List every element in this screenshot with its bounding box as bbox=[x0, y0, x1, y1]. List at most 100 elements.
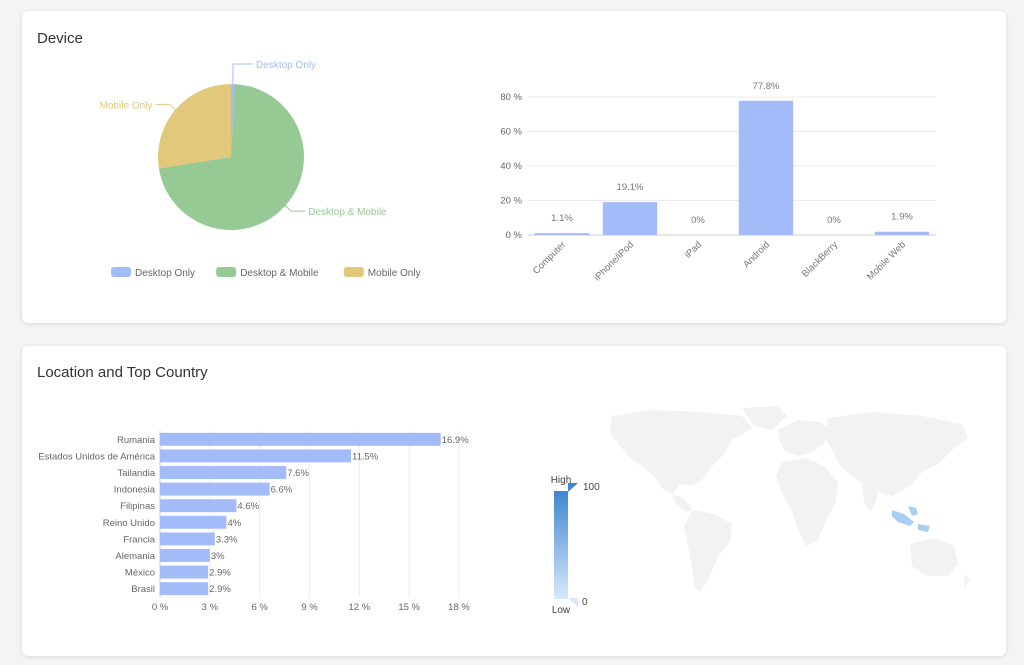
hbar-francia[interactable] bbox=[160, 532, 215, 546]
hbar-m-xico[interactable] bbox=[160, 565, 209, 579]
bar-ytick-label: 0 % bbox=[506, 230, 523, 241]
map-region-southeast-asia[interactable] bbox=[892, 506, 930, 532]
hbar-data-label: 3.3% bbox=[216, 534, 238, 545]
pie-legend-label: Mobile Only bbox=[368, 268, 421, 279]
hbar-data-label: 6.6% bbox=[271, 485, 293, 496]
hbar-tailandia[interactable] bbox=[160, 466, 287, 479]
map-region-europe[interactable] bbox=[778, 420, 830, 456]
map-region-africa[interactable] bbox=[776, 458, 838, 546]
pie-legend-item[interactable]: Mobile Only bbox=[343, 267, 421, 279]
bar-ytick-label: 40 % bbox=[500, 161, 522, 172]
country-bar-chart: 0 % 3 % 6 % 9 % 12 % 15 % 18 % 16.9% Rumania 11.5… bbox=[38, 431, 470, 613]
hbar-data-label: 2.9% bbox=[209, 568, 231, 579]
bar-data-label: 1.1% bbox=[551, 213, 573, 224]
bar-category-label: Computer bbox=[531, 239, 568, 276]
map-region-north-america[interactable] bbox=[610, 410, 752, 494]
bar-category-label: iPad bbox=[683, 239, 704, 260]
bar-android[interactable] bbox=[738, 100, 794, 235]
hbar-category-label: Rumania bbox=[117, 435, 156, 446]
hbar-data-label: 4% bbox=[227, 518, 241, 529]
pie-legend-label: Desktop Only bbox=[135, 268, 195, 279]
bar-ytick-label: 80 % bbox=[500, 92, 522, 103]
hbar-xtick-label: 18 % bbox=[448, 602, 470, 613]
bar-category-label: Mobile Web bbox=[865, 239, 908, 282]
hbar-reino-unido[interactable] bbox=[160, 515, 227, 529]
pie-leader-line bbox=[155, 103, 176, 110]
hbar-data-label: 4.6% bbox=[237, 501, 259, 512]
legend-low-handle[interactable] bbox=[568, 598, 578, 607]
pie-legend-label: Desktop & Mobile bbox=[240, 268, 319, 279]
map-region-new-zealand[interactable] bbox=[964, 574, 970, 588]
pie-label: Desktop & Mobile bbox=[308, 207, 387, 218]
hbar-category-label: Francia bbox=[123, 534, 155, 545]
hbar-indonesia[interactable] bbox=[160, 482, 270, 496]
hbar-alemania[interactable] bbox=[160, 549, 210, 562]
pie-legend-item[interactable]: Desktop & Mobile bbox=[216, 267, 319, 279]
bar-computer[interactable] bbox=[534, 233, 590, 235]
bar-category-label: BlackBerry bbox=[800, 239, 840, 279]
bar-data-label: 1.9% bbox=[891, 212, 913, 223]
location-card-title: Location and Top Country bbox=[37, 364, 208, 381]
hbar-data-label: 3% bbox=[211, 551, 225, 562]
map-region-greenland[interactable] bbox=[742, 406, 787, 430]
hbar-category-label: Filipinas bbox=[120, 501, 155, 512]
pie-label: Mobile Only bbox=[100, 100, 153, 111]
hbar-data-label: 2.9% bbox=[209, 584, 231, 595]
bar-ytick-label: 60 % bbox=[500, 127, 522, 138]
hbar-xtick-label: 9 % bbox=[301, 602, 318, 613]
hbar-xtick-label: 0 % bbox=[152, 602, 169, 613]
hbar-xtick-label: 15 % bbox=[398, 602, 420, 613]
hbar-estados-unidos-de-am-rica[interactable] bbox=[160, 449, 352, 463]
legend-low-label: Low bbox=[552, 605, 571, 616]
hbar-data-label: 16.9% bbox=[442, 435, 469, 446]
map-region-south-america[interactable] bbox=[684, 510, 732, 592]
hbar-xtick-label: 12 % bbox=[349, 602, 371, 613]
map-region-central-america[interactable] bbox=[672, 494, 692, 512]
pie-slice-mobile-only[interactable] bbox=[158, 84, 231, 169]
bar-data-label: 0% bbox=[827, 215, 841, 226]
pie-slice-desktop-mobile[interactable] bbox=[158, 84, 304, 231]
pie-legend-item[interactable]: Desktop Only bbox=[111, 267, 195, 279]
device-card: Device Desktop Only Desktop & Mobile Mobil… bbox=[22, 11, 1006, 323]
hbar-brasil[interactable] bbox=[160, 582, 209, 596]
hbar-data-label: 7.6% bbox=[287, 468, 309, 479]
pie-legend-swatch bbox=[216, 267, 237, 277]
bar-mobile-web[interactable] bbox=[874, 231, 930, 235]
legend-gradient-bar[interactable] bbox=[554, 491, 568, 599]
map-region-australia[interactable] bbox=[910, 538, 958, 576]
pie-label: Desktop Only bbox=[256, 60, 316, 71]
pie-leader-line bbox=[284, 205, 306, 212]
bar-data-label: 77.8% bbox=[753, 81, 780, 92]
bar-ytick-label: 20 % bbox=[500, 196, 522, 207]
hbar-filipinas[interactable] bbox=[160, 499, 237, 513]
legend-max-label: 100 bbox=[583, 482, 600, 493]
bar-iphone-ipod[interactable] bbox=[602, 202, 658, 235]
bar-category-label: Android bbox=[741, 239, 772, 270]
map-region-asia[interactable] bbox=[824, 412, 968, 496]
device-bar-chart: 0 % 20 % 40 % 60 % 80 % 1.1% Computer 19.1% iPho… bbox=[500, 81, 936, 283]
map-visual-legend: High 100 0 Low bbox=[551, 475, 600, 616]
hbar-category-label: Brasil bbox=[131, 584, 155, 595]
bar-data-label: 19.1% bbox=[617, 182, 644, 193]
hbar-rumania[interactable] bbox=[160, 432, 441, 446]
device-card-title: Device bbox=[37, 30, 83, 47]
hbar-category-label: Estados Unidos de América bbox=[38, 451, 155, 462]
pie-leader-line bbox=[232, 63, 254, 85]
device-pie-chart: Desktop Only Desktop & Mobile Mobile Only D… bbox=[100, 60, 421, 279]
hbar-xtick-label: 3 % bbox=[202, 602, 219, 613]
hbar-xtick-label: 6 % bbox=[251, 602, 268, 613]
hbar-category-label: Tailandia bbox=[118, 468, 156, 479]
bar-data-label: 0% bbox=[691, 215, 705, 226]
hbar-category-label: Indonesia bbox=[114, 485, 156, 496]
bar-category-label: iPhone/iPod bbox=[592, 239, 636, 283]
pie-legend-swatch bbox=[343, 267, 364, 277]
map-region-india[interactable] bbox=[862, 484, 878, 512]
pie-legend-swatch bbox=[111, 267, 131, 277]
legend-min-label: 0 bbox=[582, 597, 588, 608]
world-map[interactable] bbox=[592, 406, 972, 606]
legend-high-handle[interactable] bbox=[568, 483, 578, 492]
hbar-category-label: México bbox=[125, 568, 155, 579]
legend-high-label: High bbox=[551, 475, 572, 486]
hbar-category-label: Alemania bbox=[115, 551, 155, 562]
pie-slice-desktop-only[interactable] bbox=[231, 84, 235, 157]
